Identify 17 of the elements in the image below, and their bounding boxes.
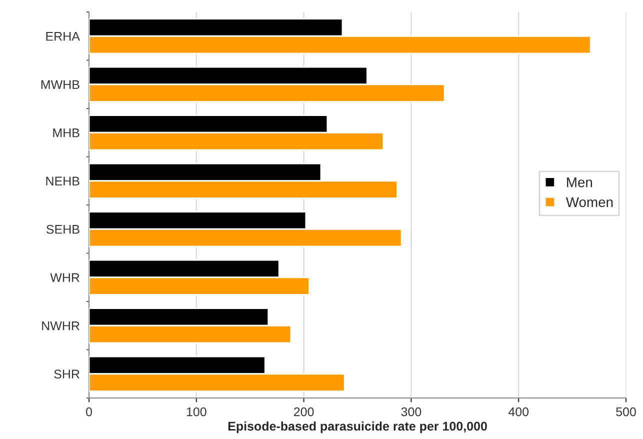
x-tick-label: 0 [86,407,92,416]
y-tick-label: NWHR [42,322,80,330]
y-tick-label: SEHB [46,224,80,234]
x-tick-label: 500 [616,407,636,416]
y-tick-label: ERHA [46,32,80,41]
legend-label: Men [567,178,592,188]
x-tick-label: 400 [508,407,529,416]
y-tick-label: NEHB [46,176,80,186]
y-tick-label: WHR [50,273,80,282]
x-tick-label: 200 [294,407,314,416]
y-tick-label: MHB [53,128,80,138]
x-tick-label: 300 [401,407,422,416]
y-tick-label: SHR [54,370,80,379]
legend-label: Women [566,197,613,208]
x-tick-label: 100 [186,407,206,416]
y-tick-label: MWHB [41,80,80,89]
x-axis-title: Episode-based parasuicide rate per 100,000 [228,421,487,434]
